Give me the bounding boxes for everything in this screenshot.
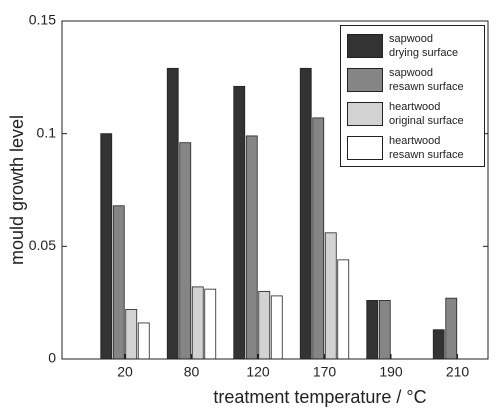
legend-entry: heartwood original surface [347, 98, 483, 128]
legend-entry: sapwood resawn surface [347, 64, 483, 94]
legend-swatch [347, 136, 383, 160]
bar [100, 133, 113, 360]
y-tick-label: 0.05 [29, 237, 56, 253]
legend: sapwood drying surface sapwood resawn sur… [340, 25, 485, 167]
legend-entry: sapwood drying surface [347, 30, 483, 60]
bar [324, 232, 337, 360]
legend-swatch [347, 102, 383, 126]
x-tick-label: 120 [246, 364, 270, 380]
bar [432, 329, 445, 360]
legend-label: heartwood original surface [389, 101, 464, 127]
x-tick-label: 80 [184, 364, 200, 380]
bar [191, 286, 204, 360]
x-tick-label: 170 [313, 364, 337, 380]
y-tick-label: 0 [48, 350, 56, 366]
bar [445, 297, 458, 360]
bar [299, 67, 312, 360]
x-tick-label: 210 [446, 364, 470, 380]
bar [125, 309, 138, 360]
bar [204, 288, 217, 360]
y-tick-label: 0.1 [37, 124, 57, 140]
y-tick-label: 0.15 [29, 12, 56, 28]
bar [166, 67, 179, 360]
bar [258, 290, 271, 360]
x-tick-label: 20 [117, 364, 133, 380]
bar [112, 205, 125, 360]
bar [179, 142, 192, 360]
x-tick-label: 190 [379, 364, 403, 380]
bar [337, 259, 350, 360]
legend-label: sapwood drying surface [389, 33, 459, 59]
legend-entry: heartwood resawn surface [347, 132, 483, 162]
bar [245, 135, 258, 360]
legend-swatch [347, 68, 383, 92]
legend-swatch [347, 34, 383, 58]
plot-frame [61, 20, 489, 360]
bar [312, 117, 325, 360]
bar [137, 322, 150, 360]
bar [366, 300, 379, 360]
bar [270, 295, 283, 360]
legend-label: heartwood resawn surface [389, 135, 464, 161]
y-axis-label: mould growth level [7, 115, 27, 265]
bar [233, 85, 246, 360]
bar [378, 300, 391, 360]
x-axis-label: treatment temperature / °C [213, 387, 426, 407]
legend-label: sapwood resawn surface [389, 67, 464, 93]
